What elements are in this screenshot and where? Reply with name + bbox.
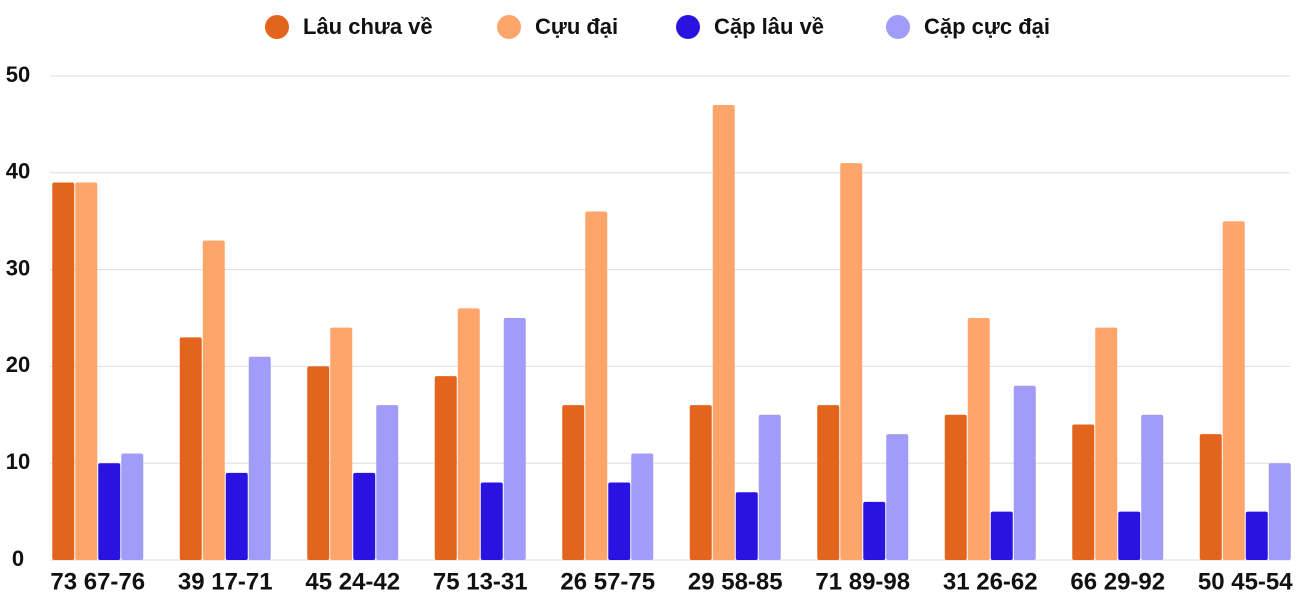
- bar: [631, 453, 654, 560]
- x-tick-label: 31 26-62: [943, 568, 1038, 595]
- bar: [562, 405, 585, 560]
- bar: [608, 482, 631, 560]
- bar: [840, 163, 863, 560]
- bar: [585, 211, 608, 560]
- bar: [817, 405, 840, 560]
- x-tick-label: 45 24-42: [305, 568, 400, 595]
- bar: [944, 414, 967, 560]
- bar: [307, 366, 330, 560]
- x-tick-label: 71 89-98: [815, 568, 910, 595]
- bar: [52, 182, 75, 561]
- bar: [735, 492, 758, 560]
- y-tick-label: 50: [6, 62, 30, 87]
- bar: [376, 405, 399, 560]
- bar: [689, 405, 712, 560]
- bar: [457, 308, 480, 560]
- y-tick-label: 10: [6, 449, 30, 474]
- bar: [1245, 511, 1268, 560]
- legend-label: Cặp cực đại: [924, 14, 1050, 39]
- bar: [1268, 463, 1291, 560]
- bar: [434, 376, 457, 560]
- legend-swatch: [676, 15, 700, 39]
- bar: [480, 482, 503, 560]
- bar: [98, 463, 121, 560]
- bar: [886, 434, 909, 560]
- x-tick-label: 66 29-92: [1070, 568, 1165, 595]
- bar: [248, 356, 271, 560]
- bar: [1072, 424, 1095, 560]
- bar: [1118, 511, 1141, 560]
- bar: [1141, 414, 1164, 560]
- y-tick-label: 40: [6, 159, 30, 184]
- y-tick-label: 0: [12, 546, 24, 571]
- x-tick-label: 29 58-85: [688, 568, 783, 595]
- bar: [75, 182, 98, 561]
- y-tick-label: 20: [6, 352, 30, 377]
- bar: [967, 318, 990, 560]
- bar: [1013, 385, 1036, 560]
- x-tick-label: 50 45-54: [1198, 568, 1293, 595]
- legend-label: Lâu chưa về: [303, 14, 433, 39]
- bar: [1222, 221, 1245, 560]
- legend-swatch: [497, 15, 521, 39]
- bar: [225, 472, 248, 560]
- bar: [712, 105, 735, 560]
- bar: [990, 511, 1013, 560]
- legend-label: Cặp lâu về: [714, 14, 824, 39]
- bar: [1199, 434, 1222, 560]
- bar: [202, 240, 225, 560]
- bar: [1095, 327, 1118, 560]
- y-tick-label: 30: [6, 255, 30, 280]
- bar: [863, 501, 886, 560]
- x-tick-label: 39 17-71: [178, 568, 273, 595]
- bar: [353, 472, 376, 560]
- bar: [121, 453, 144, 560]
- bar: [503, 318, 526, 560]
- bar: [758, 414, 781, 560]
- x-tick-label: 26 57-75: [560, 568, 655, 595]
- legend-swatch: [265, 15, 289, 39]
- bar: [330, 327, 353, 560]
- x-tick-label: 75 13-31: [433, 568, 528, 595]
- bar: [179, 337, 202, 560]
- legend-label: Cựu đại: [535, 14, 618, 39]
- legend-swatch: [886, 15, 910, 39]
- x-tick-label: 73 67-76: [50, 568, 145, 595]
